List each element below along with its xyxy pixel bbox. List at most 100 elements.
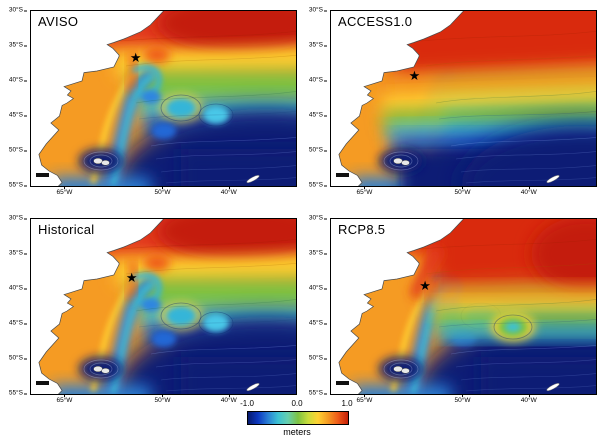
south-georgia-island	[546, 175, 560, 183]
falkland-island-east	[401, 160, 410, 166]
falkland-island-east	[401, 368, 410, 374]
lat-tick-label: 50°S	[8, 146, 28, 154]
map-panel-rcp8-5: RCP8.5 ★ 30°S 35°S 40°S 45°S 50°S 55°S 65°W 50…	[309, 215, 597, 404]
lat-tick-label: 40°S	[308, 284, 328, 292]
lon-tick-label: 40°W	[520, 394, 537, 404]
lon-axis: 65°W 50°W 40°W	[30, 394, 295, 406]
colorbar-tick-label: 0.0	[291, 399, 303, 408]
ssh-field	[31, 11, 296, 186]
map-panel-access1-0: ACCESS1.0 ★ 30°S 35°S 40°S 45°S 50°S 55°S 65°…	[309, 7, 597, 196]
access-field-overlay	[382, 11, 596, 186]
map-area: AVISO ★	[30, 10, 297, 187]
lon-tick-label: 65°W	[356, 394, 373, 404]
south-georgia-island	[246, 175, 260, 183]
colorbar-ticks: -1.0 0.0 1.0	[240, 399, 352, 409]
lat-tick-label: 50°S	[308, 354, 328, 362]
falkland-island-west	[93, 365, 103, 373]
colorbar-gradient	[247, 411, 349, 425]
lat-tick-label: 40°S	[8, 76, 28, 84]
lat-tick-label: 35°S	[308, 41, 328, 49]
lat-tick-label: 45°S	[308, 111, 328, 119]
lat-tick-label: 35°S	[8, 41, 28, 49]
map-area: ACCESS1.0 ★	[330, 10, 597, 187]
lat-tick-label: 55°S	[308, 181, 328, 189]
lat-tick-label: 40°S	[8, 284, 28, 292]
magellan-strait-mark	[36, 173, 49, 177]
magellan-strait-mark	[336, 173, 349, 177]
contour-lines	[420, 31, 596, 184]
colorbar-tick-label: 1.0	[341, 399, 353, 408]
land-south-america	[31, 11, 260, 186]
land-south-america	[331, 219, 560, 394]
colorbar-unit-label: meters	[283, 427, 311, 437]
panel-title: AVISO	[38, 14, 79, 29]
panel-title: Historical	[38, 222, 95, 237]
lon-axis: 65°W 50°W 40°W	[30, 186, 295, 198]
lat-tick-label: 40°S	[308, 76, 328, 84]
lon-tick-label: 65°W	[56, 186, 73, 196]
mesoscale-eddies	[141, 298, 234, 347]
lat-tick-label: 55°S	[8, 389, 28, 397]
confluence-swirl	[124, 255, 170, 306]
star-marker: ★	[125, 269, 138, 285]
falkland-island-west	[393, 157, 403, 165]
star-marker: ★	[419, 277, 431, 293]
lon-tick-label: 50°W	[454, 394, 471, 404]
lon-axis: 65°W 50°W 40°W	[330, 394, 595, 406]
contour-lines	[120, 239, 296, 392]
lat-axis: 30°S 35°S 40°S 45°S 50°S 55°S	[5, 6, 28, 189]
map-area: RCP8.5 ★	[330, 218, 597, 395]
rcp-field-overlay	[410, 219, 596, 341]
colorbar-tick-label: -1.0	[240, 399, 254, 408]
lon-tick-label: 50°W	[154, 394, 171, 404]
lat-tick-label: 45°S	[8, 319, 28, 327]
lat-tick-label: 50°S	[8, 354, 28, 362]
south-georgia-island	[246, 383, 260, 391]
magellan-strait-mark	[336, 381, 349, 385]
lat-tick-label: 55°S	[308, 389, 328, 397]
map-panel-historical: Historical ★ 30°S 35°S 40°S 45°S 50°S 55°S 65…	[9, 215, 297, 404]
land-south-america	[31, 219, 260, 394]
lat-tick-label: 35°S	[308, 249, 328, 257]
magellan-strait-mark	[36, 381, 49, 385]
lat-axis: 30°S 35°S 40°S 45°S 50°S 55°S	[305, 6, 328, 189]
ssh-field	[31, 219, 296, 394]
mesoscale-eddies	[141, 90, 234, 139]
lat-tick-label: 35°S	[8, 249, 28, 257]
ssh-field	[331, 219, 596, 394]
map-area: Historical ★	[30, 218, 297, 395]
lat-tick-label: 30°S	[8, 6, 28, 14]
lon-tick-label: 40°W	[220, 394, 237, 404]
confluence-swirl	[124, 47, 170, 98]
land-south-america	[331, 11, 560, 186]
lon-tick-label: 40°W	[220, 186, 237, 196]
ssh-field	[331, 11, 596, 186]
lon-tick-label: 65°W	[56, 394, 73, 404]
falkland-island-west	[393, 365, 403, 373]
contour-lines	[120, 31, 296, 184]
falkland-island-east	[101, 368, 110, 374]
star-marker: ★	[408, 67, 421, 83]
lon-tick-label: 40°W	[520, 186, 537, 196]
lat-tick-label: 55°S	[8, 181, 28, 189]
falkland-island-east	[101, 160, 110, 166]
star-marker: ★	[129, 50, 142, 66]
lat-tick-label: 30°S	[308, 214, 328, 222]
contour-lines	[420, 239, 596, 392]
lat-tick-label: 30°S	[8, 214, 28, 222]
lon-axis: 65°W 50°W 40°W	[330, 186, 595, 198]
south-georgia-island	[546, 383, 560, 391]
panel-title: ACCESS1.0	[338, 14, 413, 29]
map-panel-aviso: AVISO ★ 30°S 35°S 40°S 45°S 50°S 55°S 65°W 50°…	[9, 7, 297, 196]
lat-tick-label: 50°S	[308, 146, 328, 154]
lat-axis: 30°S 35°S 40°S 45°S 50°S 55°S	[305, 214, 328, 397]
field-bands	[31, 219, 296, 394]
panel-title: RCP8.5	[338, 222, 386, 237]
lat-tick-label: 30°S	[308, 6, 328, 14]
lat-tick-label: 45°S	[8, 111, 28, 119]
lat-tick-label: 45°S	[308, 319, 328, 327]
lon-tick-label: 50°W	[454, 186, 471, 196]
lon-tick-label: 50°W	[154, 186, 171, 196]
lat-axis: 30°S 35°S 40°S 45°S 50°S 55°S	[5, 214, 28, 397]
